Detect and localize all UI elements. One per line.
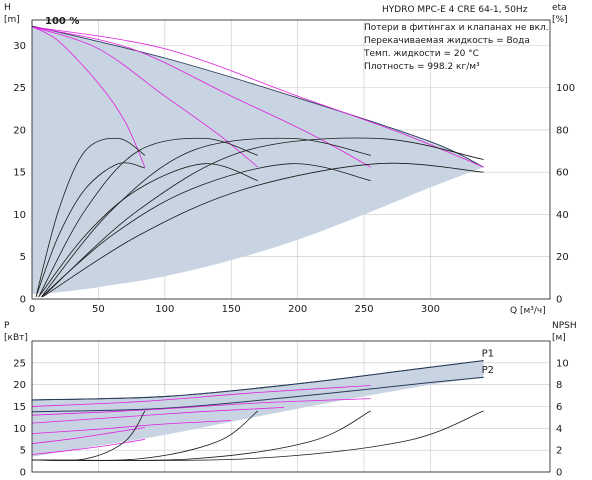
operating-envelope: [32, 25, 484, 294]
y-left-tick-label: 20: [13, 125, 26, 136]
y-right-axis-label: NPSH: [552, 321, 577, 331]
x-tick-label: 100: [155, 304, 174, 315]
y-left-tick-label: 30: [13, 41, 26, 52]
y-left-tick-label: 0: [20, 295, 26, 306]
y-left-axis-label: H: [4, 3, 11, 13]
y-right-tick-label: 2: [556, 446, 562, 457]
x-tick-label: 200: [288, 304, 307, 315]
y-left-tick-label: 25: [13, 358, 26, 369]
plot-frame: [31, 340, 551, 473]
chart-title: HYDRO MPC-E 4 CRE 64-1, 50Hz: [382, 5, 528, 15]
y-right-tick-label: 8: [556, 380, 562, 391]
y-left-tick-label: 20: [13, 380, 26, 391]
head-efficiency-panel: 0 50 100 150 200 250 3000510152025300204060801…: [4, 3, 575, 315]
y-left-tick-label: 10: [13, 210, 26, 221]
x-tick-label: 250: [355, 304, 374, 315]
y-right-tick-label: 40: [556, 210, 569, 221]
series-line-power: [31, 407, 285, 424]
plot-frame: [31, 19, 551, 300]
series-line-power: [31, 385, 371, 407]
y-left-tick-label: 0: [20, 468, 26, 479]
x-tick-label: 0: [29, 304, 35, 315]
y-left-tick-label: 15: [13, 402, 26, 413]
series-line-power: [31, 427, 145, 444]
series-line-efficiency: [35, 137, 146, 297]
series-line-npsh: [31, 410, 484, 461]
y-right-tick-label: 10: [556, 358, 569, 369]
y-right-axis-label: eta: [552, 3, 567, 13]
x-tick-label: 150: [222, 304, 241, 315]
y-left-tick-label: 25: [13, 83, 26, 94]
series-line-power: [31, 438, 145, 455]
series-line-power: [31, 398, 371, 416]
series-label: P1: [482, 349, 494, 360]
y-left-tick-label: 5: [20, 446, 26, 457]
x-tick-label: 50: [92, 304, 105, 315]
series-line-head_100: [31, 26, 371, 168]
y-right-tick-label: 6: [556, 402, 562, 413]
y-right-tick-label: 0: [556, 468, 562, 479]
y-right-axis-label: [м]: [552, 333, 566, 343]
y-right-tick-label: 20: [556, 252, 569, 263]
series-line-efficiency: [41, 163, 371, 298]
y-right-tick-label: 0: [556, 295, 562, 306]
y-right-axis-label: [%]: [552, 15, 568, 25]
series-line-power: [31, 420, 232, 434]
x-axis-label: Q [м³/ч]: [510, 306, 546, 316]
info-line-4: Плотность = 998.2 кг/м³: [364, 62, 480, 72]
envelope-top-curve: [31, 25, 484, 168]
series-line-head_100: [31, 26, 146, 168]
series-line-power_total: [31, 360, 484, 401]
y-left-tick-label: 15: [13, 168, 26, 179]
info-line-2: Перекачиваемая жидкость = Вода: [364, 36, 530, 46]
series-line-head_100: [31, 26, 484, 168]
y-right-tick-label: 80: [556, 125, 569, 136]
info-line-1: Потери в фитингах и клапанах не вкл.: [364, 23, 549, 33]
series-line-power_total: [31, 376, 484, 413]
y-left-axis-label: [кВт]: [4, 333, 28, 343]
y-right-tick-label: 100: [556, 83, 575, 94]
y-right-tick-label: 4: [556, 424, 562, 435]
y-left-axis-label: [m]: [4, 15, 20, 25]
y-left-tick-label: 10: [13, 424, 26, 435]
series-line-efficiency: [42, 137, 484, 298]
series-line-efficiency: [38, 137, 258, 298]
series-label: P2: [482, 365, 494, 376]
x-tick-label: 300: [421, 304, 440, 315]
chart-texts: HYDRO MPC-E 4 CRE 64-1, 50Hz Потери в фи…: [45, 5, 549, 316]
power-npsh-panel: P1 P2 0 5 10 15 20 25 0 2 4 6 8 10 P [кВт] NPSH [м]: [4, 321, 577, 479]
series-line-efficiency: [38, 163, 258, 298]
series-line-efficiency: [35, 162, 145, 298]
y-left-tick-label: 5: [20, 252, 26, 263]
percent-annotation: 100 %: [45, 16, 79, 27]
series-line-efficiency: [42, 162, 484, 298]
y-left-axis-label: P: [4, 321, 10, 331]
y-right-tick-label: 60: [556, 168, 569, 179]
series-line-efficiency: [40, 137, 371, 298]
info-line-3: Темп. жидкости = 20 °C: [363, 49, 479, 59]
